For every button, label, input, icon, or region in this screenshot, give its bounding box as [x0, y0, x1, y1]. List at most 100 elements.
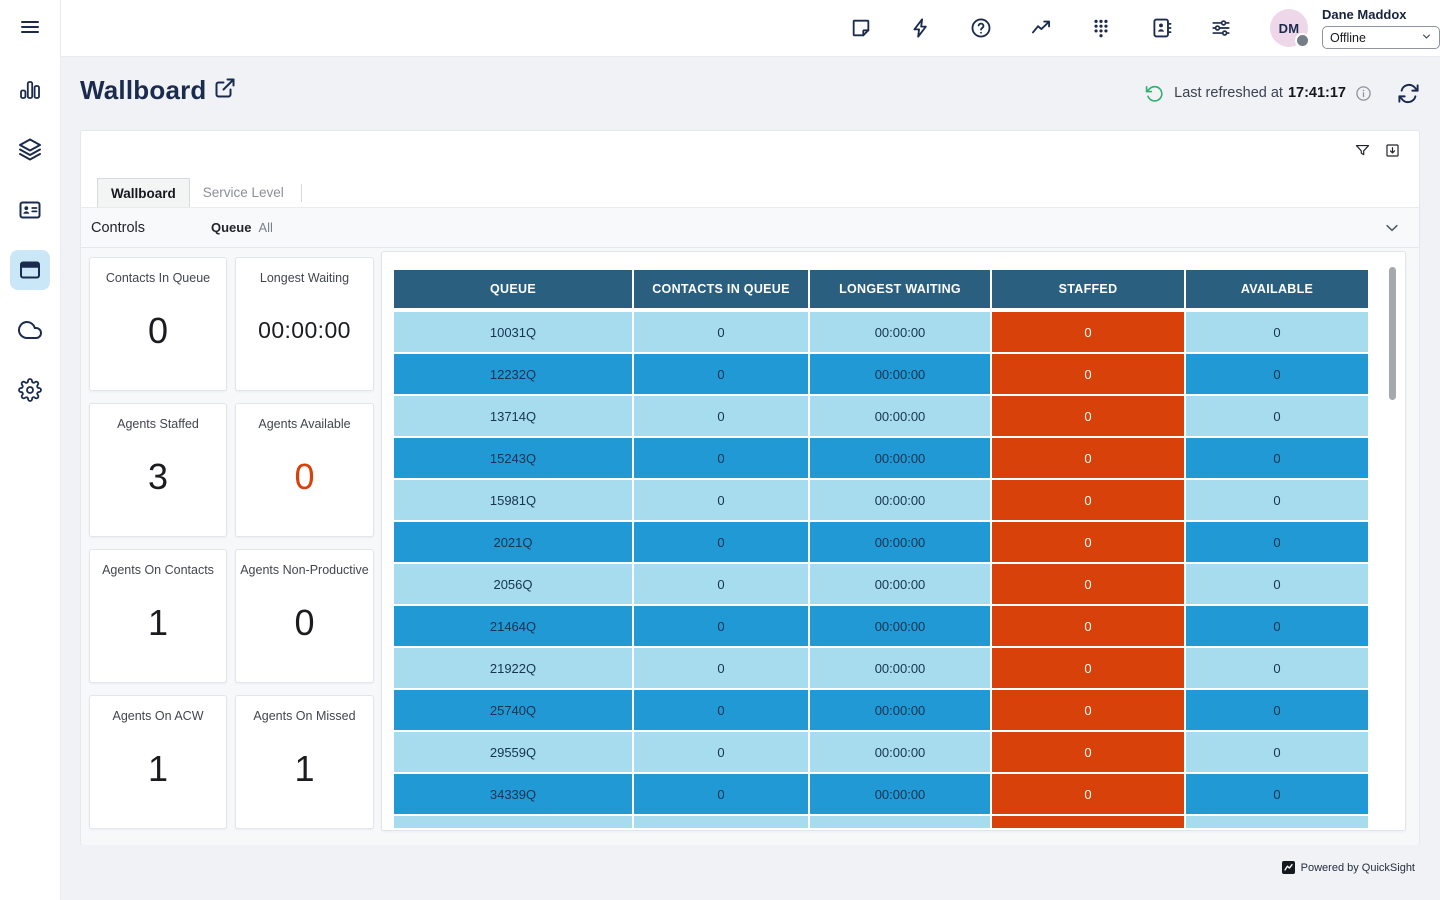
sidebar-item-cloud[interactable]	[10, 310, 50, 350]
table-cell: 0	[634, 564, 808, 604]
table-cell: 21922Q	[394, 648, 632, 688]
controls-bar: Controls Queue All	[81, 208, 1419, 248]
sidebar-item-wallboard[interactable]	[10, 250, 50, 290]
user-avatar[interactable]: DM	[1270, 9, 1310, 48]
table-cell: 0	[1186, 480, 1368, 520]
table-header-cell: QUEUE	[394, 270, 632, 308]
layers-icon	[18, 137, 42, 161]
table-cell: 00:00:00	[810, 396, 990, 436]
chevron-down-icon	[1421, 31, 1432, 45]
status-select-value: Offline	[1330, 30, 1366, 45]
topbar-notes-button[interactable]	[850, 17, 872, 39]
topbar-preferences-button[interactable]	[1210, 17, 1232, 39]
sidebar-item-settings[interactable]	[10, 370, 50, 410]
kpi-card-agents-on-missed: Agents On Missed 1	[235, 695, 374, 829]
topbar-analytics-button[interactable]	[1030, 17, 1052, 39]
table-cell: 12232Q	[394, 354, 632, 394]
table-cell: 0	[634, 648, 808, 688]
external-link-icon[interactable]	[213, 76, 237, 100]
panel-tools	[1354, 142, 1401, 159]
table-cell: 2056Q	[394, 564, 632, 604]
kpi-label: Agents Staffed	[117, 417, 199, 431]
kpi-card-agents-on-acw: Agents On ACW 1	[89, 695, 227, 829]
table-scrollbar[interactable]	[1389, 267, 1396, 400]
user-block: Dane Maddox Offline	[1322, 7, 1440, 49]
sidebar-item-layers[interactable]	[10, 129, 50, 169]
table-cell: 0	[634, 480, 808, 520]
topbar: DM Dane Maddox Offline	[60, 0, 1440, 57]
browser-window-icon	[18, 258, 42, 282]
powered-by-text: Powered by QuickSight	[1300, 861, 1415, 874]
topbar-directory-button[interactable]	[1150, 17, 1172, 39]
table-cell: 0	[1186, 396, 1368, 436]
table-header-cell: LONGEST WAITING	[810, 270, 990, 308]
help-icon	[970, 17, 992, 39]
table-cell: 29559Q	[394, 732, 632, 772]
line-chart-icon	[1030, 17, 1052, 39]
table-cell: 2021Q	[394, 522, 632, 562]
table-cell: 0	[1186, 438, 1368, 478]
table-cell: 0	[1186, 312, 1368, 352]
kpi-value: 0	[294, 455, 315, 497]
filter-icon[interactable]	[1354, 142, 1371, 159]
table-cell: 0	[634, 774, 808, 814]
dashboard-panel: Wallboard Service Level Controls Queue Al…	[80, 130, 1420, 845]
kpi-card-agents-staffed: Agents Staffed 3	[89, 403, 227, 537]
sidebar-item-contacts[interactable]	[10, 190, 50, 230]
kpi-value: 00:00:00	[258, 317, 351, 343]
topbar-shortcuts-button[interactable]	[910, 17, 932, 39]
status-select[interactable]: Offline	[1322, 26, 1440, 49]
topbar-dialpad-button[interactable]	[1090, 17, 1112, 39]
table-cell: 00:00:00	[810, 690, 990, 730]
lightning-icon	[910, 17, 932, 39]
table-cell: 13714Q	[394, 396, 632, 436]
table-cell: 0	[992, 396, 1184, 436]
table-cell: 15243Q	[394, 438, 632, 478]
kpi-card-agents-non-productive: Agents Non-Productive 0	[235, 549, 374, 683]
address-book-icon	[1150, 17, 1172, 39]
table-cell: 0	[992, 438, 1184, 478]
table-cell: 0	[1186, 564, 1368, 604]
sheet-tabs: Wallboard Service Level	[81, 178, 1419, 208]
cloud-icon	[18, 318, 42, 342]
controls-label: Controls	[91, 219, 145, 236]
table-cell: 15981Q	[394, 480, 632, 520]
note-icon	[850, 17, 872, 39]
table-cell: 00:00:00	[810, 648, 990, 688]
table-header-cell: AVAILABLE	[1186, 270, 1368, 308]
sidebar-item-metrics[interactable]	[10, 70, 50, 110]
table-cell: 0	[634, 312, 808, 352]
table-cell: 00:00:00	[810, 438, 990, 478]
queue-table: QUEUE CONTACTS IN QUEUE LONGEST WAITING STA…	[394, 270, 1368, 828]
controls-collapse-chevron-icon[interactable]	[1383, 219, 1401, 237]
table-cell: 0	[1186, 648, 1368, 688]
table-cell: 0	[1186, 354, 1368, 394]
refresh-button[interactable]	[1397, 82, 1420, 105]
topbar-help-button[interactable]	[970, 17, 992, 39]
table-cell-partial	[634, 816, 808, 828]
table-cell: 0	[992, 564, 1184, 604]
topbar-icons	[850, 0, 1232, 56]
info-icon[interactable]	[1355, 85, 1372, 102]
table-cell: 25740Q	[394, 690, 632, 730]
queue-filter-label: Queue	[211, 220, 252, 235]
kpi-card-agents-on-contacts: Agents On Contacts 1	[89, 549, 227, 683]
dialpad-icon	[1090, 17, 1112, 39]
table-cell: 0	[992, 354, 1184, 394]
table-cell: 21464Q	[394, 606, 632, 646]
tab-service-level[interactable]: Service Level	[202, 185, 284, 200]
table-cell: 00:00:00	[810, 606, 990, 646]
export-icon[interactable]	[1384, 142, 1401, 159]
table-cell: 0	[992, 606, 1184, 646]
table-cell: 34339Q	[394, 774, 632, 814]
page-title: Wallboard	[80, 75, 207, 105]
last-refreshed-label: Last refreshed at	[1174, 85, 1283, 101]
sidebar	[0, 0, 61, 900]
tab-wallboard[interactable]: Wallboard	[97, 178, 190, 207]
table-cell: 00:00:00	[810, 564, 990, 604]
table-cell: 0	[992, 774, 1184, 814]
table-cell: 00:00:00	[810, 522, 990, 562]
table-cell: 0	[992, 648, 1184, 688]
sidebar-menu-button[interactable]	[10, 7, 50, 47]
